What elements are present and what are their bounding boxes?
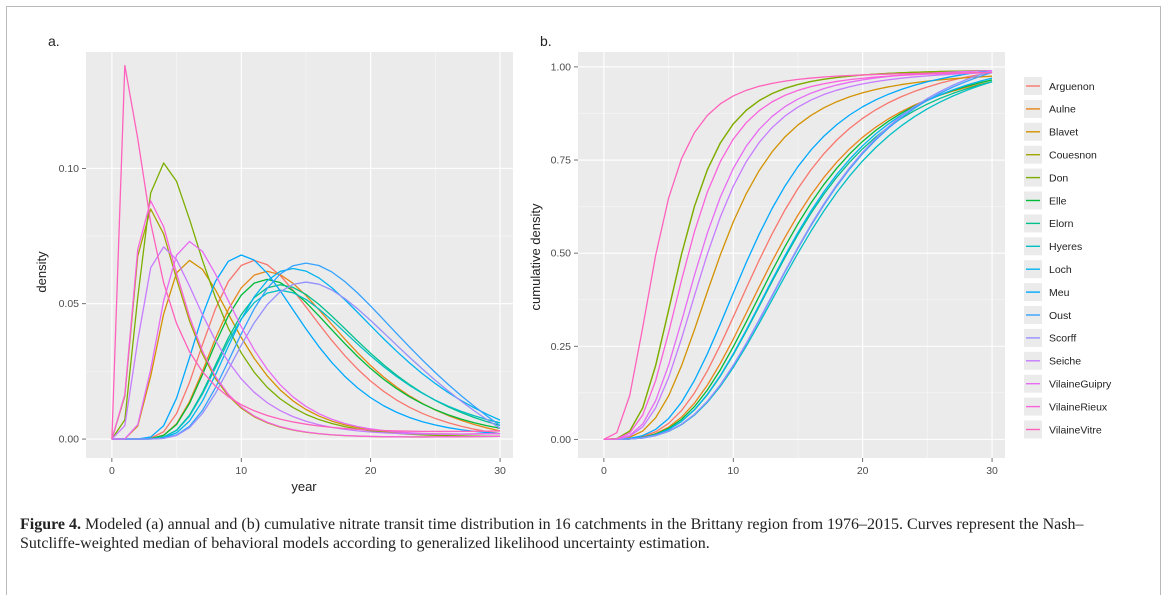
panel-b-line-scorff — [603, 70, 993, 441]
legend-label-hyeres: Hyeres — [1049, 241, 1082, 253]
panel-a-line-meu — [111, 254, 501, 440]
panel-b-ticks: 0 10 20 30 0.00 0.25 0.50 0.75 1.00 — [551, 61, 998, 477]
legend-label-oust: Oust — [1049, 310, 1071, 322]
legend-label-elorn: Elorn — [1049, 218, 1074, 230]
panel-a-x-tick-label: 10 — [235, 465, 247, 477]
panel-b-y-tick-label: 0.00 — [551, 434, 572, 446]
panel-a-x-tick-label: 0 — [109, 465, 115, 477]
legend-label-arguenon: Arguenon — [1049, 81, 1095, 93]
panel-a-line-scorff — [111, 281, 501, 440]
panel-a-y-tick-label: 0.10 — [59, 163, 80, 175]
figure-chart: a. 0 10 20 30 0.00 0.05 0.10 year density b. 0… — [34, 33, 1112, 494]
panel-b-line-don — [603, 69, 993, 441]
panel-a: a. 0 10 20 30 0.00 0.05 0.10 year density — [34, 33, 513, 494]
panel-a-line-arguenon — [111, 259, 501, 440]
panel-b-y-tick-label: 1.00 — [551, 61, 572, 73]
legend-label-aulne: Aulne — [1049, 104, 1076, 116]
legend-label-vilainerieux: VilaineRieux — [1049, 401, 1108, 413]
panel-a-line-vilainevitre — [111, 64, 501, 440]
panel-a-x-tick-label: 20 — [365, 465, 377, 477]
panel-a-plot-background — [86, 52, 513, 458]
panel-b-tag: b. — [540, 33, 552, 49]
legend-label-don: Don — [1049, 172, 1068, 184]
legend-label-scorff: Scorff — [1049, 333, 1076, 345]
figure-caption: Figure 4. Modeled (a) annual and (b) cum… — [20, 515, 1130, 553]
panel-b-plot-background — [578, 52, 1005, 458]
panel-b-x-tick-label: 10 — [727, 465, 739, 477]
panel-b-x-tick-label: 30 — [986, 465, 998, 477]
legend-label-meu: Meu — [1049, 287, 1070, 299]
panel-b-y-tick-label: 0.50 — [551, 248, 572, 260]
legend-label-loch: Loch — [1049, 264, 1072, 276]
panel-b-x-tick-label: 20 — [857, 465, 869, 477]
caption-text: Modeled (a) annual and (b) cumulative ni… — [20, 516, 1084, 552]
panel-a-line-don — [111, 162, 501, 440]
panel-b-line-vilainevitre — [603, 71, 993, 440]
panel-a-line-vilainerieux — [111, 200, 501, 440]
panel-b-gridlines — [578, 52, 1005, 458]
caption-label: Figure 4. — [20, 516, 82, 533]
panel-a-tag: a. — [48, 33, 60, 49]
panel-a-series-lines — [111, 64, 501, 440]
panel-a-x-axis-title: year — [291, 479, 317, 494]
legend-label-vilaineguipry: VilaineGuipry — [1049, 379, 1112, 391]
panel-b-y-tick-label: 0.25 — [551, 341, 572, 353]
panel-b-y-tick-label: 0.75 — [551, 155, 572, 167]
panel-a-x-tick-label: 30 — [494, 465, 506, 477]
legend-label-seiche: Seiche — [1049, 356, 1081, 368]
figure-frame — [6, 6, 1161, 595]
panel-a-line-hyeres — [111, 289, 501, 440]
panel-b-x-tick-label: 0 — [601, 465, 607, 477]
legend: Arguenon Aulne Blavet Couesnon Don Elle Elorn H… — [1024, 77, 1112, 439]
panel-b-line-seiche — [603, 71, 993, 441]
panel-b-y-axis-title: cumulative density — [528, 203, 543, 310]
panel-a-line-elle — [111, 278, 501, 440]
panel-b-line-arguenon — [603, 71, 993, 441]
panel-b: b. 0 10 20 30 0.00 0.25 0.50 0.75 1.00 cumulativ… — [528, 33, 1005, 477]
panel-b-series-lines — [603, 69, 993, 441]
panel-a-y-tick-label: 0.00 — [59, 434, 80, 446]
panel-b-line-vilainerieux — [603, 71, 993, 441]
panel-a-y-tick-label: 0.05 — [59, 298, 80, 310]
panel-a-y-axis-title: density — [34, 251, 49, 293]
legend-label-elle: Elle — [1049, 195, 1067, 207]
panel-a-line-loch — [111, 267, 501, 440]
legend-label-couesnon: Couesnon — [1049, 150, 1097, 162]
legend-label-vilainevitre: VilaineVitre — [1049, 424, 1102, 436]
panel-a-line-vilaineguipry — [111, 240, 501, 440]
panel-a-ticks: 0 10 20 30 0.00 0.05 0.10 — [59, 163, 506, 477]
panel-b-line-meu — [603, 69, 993, 441]
legend-label-blavet: Blavet — [1049, 127, 1078, 139]
